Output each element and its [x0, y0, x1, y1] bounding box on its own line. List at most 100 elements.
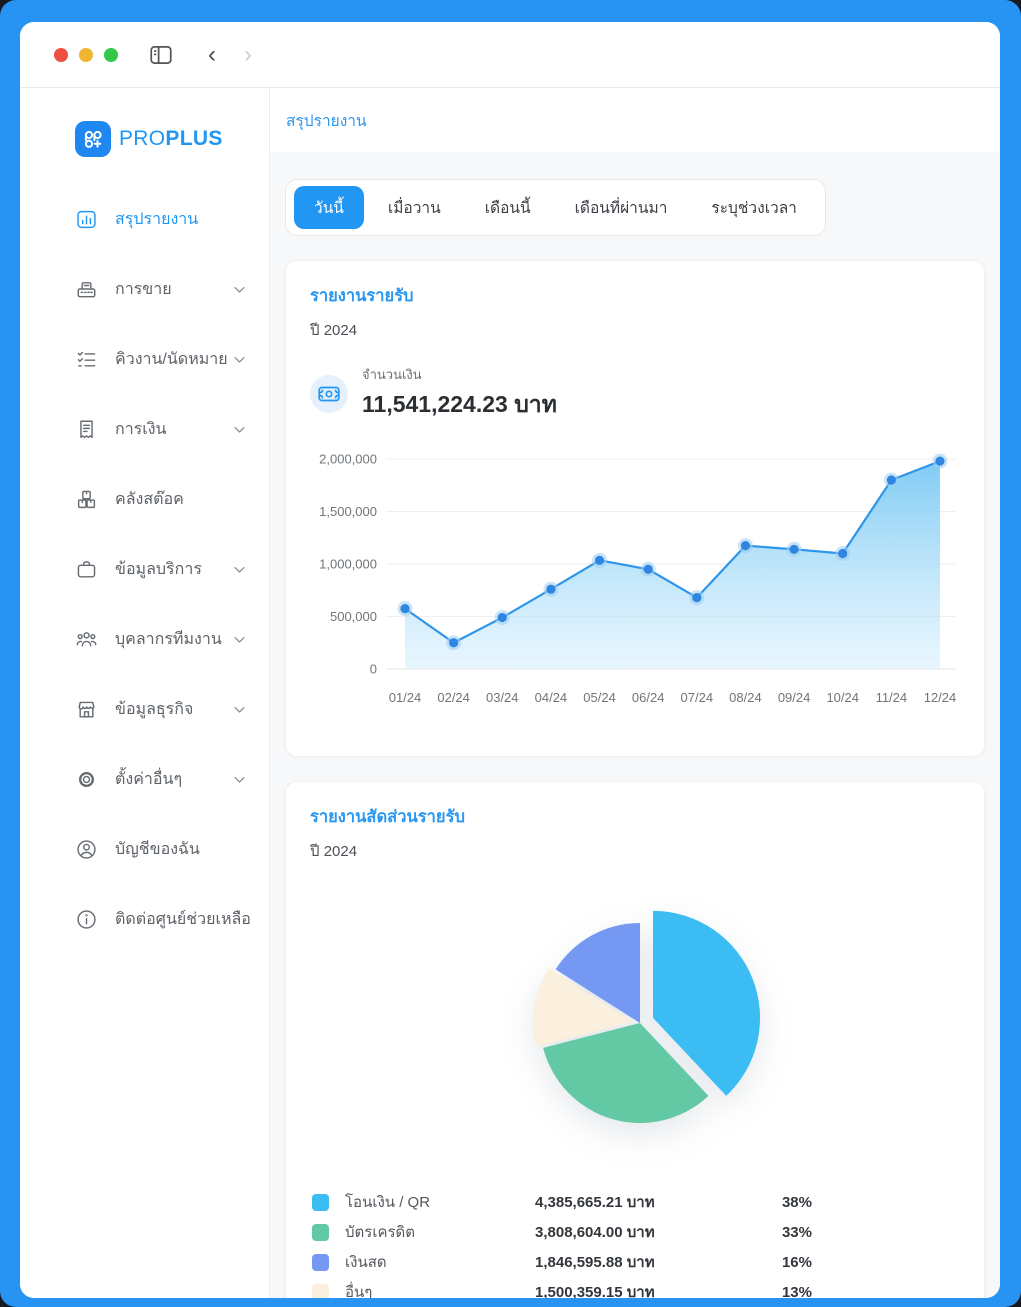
- tab-0[interactable]: วันนี้: [294, 186, 364, 229]
- tab-3[interactable]: เดือนที่ผ่านมา: [574, 200, 668, 217]
- sidebar-item-label: สรุปรายงาน: [115, 210, 199, 228]
- storefront-icon: [75, 698, 99, 721]
- legend-row-3: อื่นๆ 1,500,359.15 บาท 13%: [312, 1277, 812, 1298]
- svg-text:10/24: 10/24: [826, 690, 859, 705]
- legend-row-1: บัตรเครดิต 3,808,604.00 บาท 33%: [312, 1217, 812, 1247]
- legend-label: โอนเงิน / QR: [345, 1194, 431, 1211]
- legend-row-2: เงินสด 1,846,595.88 บาท 16%: [312, 1247, 812, 1277]
- sidebar-item-label: บุคลากรทีมงาน: [115, 630, 222, 648]
- logo-text: PROPLUS: [119, 127, 223, 150]
- sidebar-item-label: ข้อมูลธุรกิจ: [115, 700, 194, 718]
- close-window-button[interactable]: [54, 47, 68, 62]
- svg-text:500,000: 500,000: [330, 609, 377, 624]
- legend-percent: 13%: [781, 1283, 812, 1299]
- pie-slice-1[interactable]: [543, 1023, 709, 1123]
- sidebar-item-label: คิวงาน/นัดหมาย: [115, 350, 228, 368]
- legend-percent: 38%: [781, 1193, 812, 1211]
- sidebar-item-1[interactable]: การขาย: [20, 254, 269, 324]
- legend-swatch: [312, 1223, 329, 1241]
- team-icon: [75, 628, 99, 651]
- sidebar-item-7[interactable]: ข้อมูลธุรกิจ: [20, 674, 269, 744]
- info-circle-icon: [75, 908, 99, 931]
- revenue-area-chart: 0 500,000 1,000,000 1,500,000 2,000,000 01/24…: [310, 437, 960, 734]
- svg-text:2,000,000: 2,000,000: [319, 452, 377, 467]
- sidebar-item-10[interactable]: ติดต่อศูนย์ช่วยเหลือ: [20, 884, 269, 954]
- sidebar-item-6[interactable]: บุคลากรทีมงาน: [20, 604, 269, 674]
- banknote-icon: [310, 374, 348, 413]
- svg-text:1,000,000: 1,000,000: [319, 557, 377, 572]
- tab-2[interactable]: เดือนนี้: [484, 200, 531, 217]
- sidebar-item-8[interactable]: ตั้งค่าอื่นๆ: [20, 744, 269, 814]
- chevron-down-icon[interactable]: [232, 702, 247, 717]
- legend-swatch: [312, 1193, 329, 1211]
- amount-label: จำนวนเงิน: [362, 367, 422, 382]
- briefcase-icon: [75, 558, 99, 581]
- chevron-down-icon[interactable]: [232, 632, 247, 647]
- legend-amount: 1,500,359.15 บาท: [535, 1284, 655, 1298]
- checklist-icon: [75, 348, 99, 371]
- sidebar-item-3[interactable]: การเงิน: [20, 394, 269, 464]
- sidebar-item-5[interactable]: ข้อมูลบริการ: [20, 534, 269, 604]
- chevron-down-icon[interactable]: [232, 282, 247, 297]
- sidebar-item-label: การขาย: [115, 280, 172, 298]
- boxes-icon: [75, 488, 99, 511]
- legend-percent: 16%: [781, 1253, 812, 1271]
- svg-text:06/24: 06/24: [632, 690, 665, 705]
- legend-row-0: โอนเงิน / QR 4,385,665.21 บาท 38%: [312, 1187, 812, 1217]
- svg-text:05/24: 05/24: [583, 690, 616, 705]
- chevron-down-icon[interactable]: [232, 772, 247, 787]
- sidebar-item-2[interactable]: คิวงาน/นัดหมาย: [20, 324, 269, 394]
- minimize-window-button[interactable]: [79, 47, 93, 62]
- proplus-logo-icon: [75, 121, 111, 157]
- chevron-down-icon[interactable]: [232, 562, 247, 577]
- maximize-window-button[interactable]: [104, 47, 118, 62]
- pie-slice-3[interactable]: [533, 968, 634, 1047]
- browser-window: ‹ › PROPLUS สรุปรายงาน: [20, 22, 1000, 1298]
- tab-1[interactable]: เมื่อวาน: [387, 200, 441, 217]
- cash-register-icon: [75, 278, 99, 301]
- sidebar-item-9[interactable]: บัญชีของฉัน: [20, 814, 269, 884]
- chevron-down-icon[interactable]: [232, 422, 247, 437]
- sidebar-toggle-icon[interactable]: [148, 42, 174, 68]
- svg-text:12/24: 12/24: [924, 690, 957, 705]
- svg-text:01/24: 01/24: [389, 690, 422, 705]
- pie-slice-2[interactable]: [555, 923, 640, 1023]
- legend-label: บัตรเครดิต: [345, 1224, 416, 1241]
- svg-text:04/24: 04/24: [535, 690, 568, 705]
- legend-amount: 1,846,595.88 บาท: [535, 1254, 655, 1271]
- window-controls: [54, 47, 118, 62]
- sidebar-item-label: คลังสต๊อค: [115, 490, 184, 508]
- sidebar-item-label: การเงิน: [115, 420, 167, 438]
- revenue-pie-chart: [310, 873, 960, 1173]
- user-circle-icon: [75, 838, 99, 861]
- tab-4[interactable]: ระบุช่วงเวลา: [711, 200, 797, 217]
- svg-text:02/24: 02/24: [437, 690, 470, 705]
- sidebar-item-0[interactable]: สรุปรายงาน: [20, 184, 269, 254]
- card-subtitle: ปี 2024: [310, 322, 358, 339]
- svg-text:07/24: 07/24: [681, 690, 714, 705]
- svg-text:09/24: 09/24: [778, 690, 811, 705]
- back-button[interactable]: ‹: [208, 40, 216, 68]
- card-title: รายงานสัดส่วนรายรับ: [310, 808, 465, 826]
- svg-text:1,500,000: 1,500,000: [319, 504, 377, 519]
- pie-slice-0[interactable]: [653, 910, 761, 1096]
- logo[interactable]: PROPLUS: [20, 110, 269, 168]
- bar-chart-icon: [75, 208, 99, 231]
- legend-amount: 4,385,665.21 บาท: [535, 1194, 655, 1211]
- sidebar-item-label: บัญชีของฉัน: [115, 840, 200, 858]
- sidebar-nav: สรุปรายงาน การขาย คิวงาน/นัดหมาย การเงิน…: [20, 184, 269, 954]
- legend-swatch: [312, 1283, 329, 1298]
- card-subtitle: ปี 2024: [310, 843, 358, 860]
- revenue-report-card: รายงานรายรับ ปี 2024 จำนวนเงิน: [285, 260, 985, 757]
- forward-button[interactable]: ›: [244, 40, 252, 68]
- chevron-down-icon[interactable]: [232, 352, 247, 367]
- legend-amount: 3,808,604.00 บาท: [535, 1224, 655, 1241]
- revenue-proportion-card: รายงานสัดส่วนรายรับ ปี 2024 โอนเงิน / QR…: [285, 781, 985, 1298]
- amount-value: 11,541,224.23 บาท: [362, 391, 557, 417]
- pie-legend: โอนเงิน / QR 4,385,665.21 บาท 38% บัตรเค…: [312, 1187, 812, 1298]
- sidebar-item-4[interactable]: คลังสต๊อค: [20, 464, 269, 534]
- svg-text:08/24: 08/24: [729, 690, 762, 705]
- main-area: สรุปรายงาน วันนี้ เมื่อวาน เดือนนี้ เดือนที…: [270, 88, 1000, 1298]
- svg-text:0: 0: [370, 662, 377, 677]
- page-header: สรุปรายงาน: [270, 88, 1000, 152]
